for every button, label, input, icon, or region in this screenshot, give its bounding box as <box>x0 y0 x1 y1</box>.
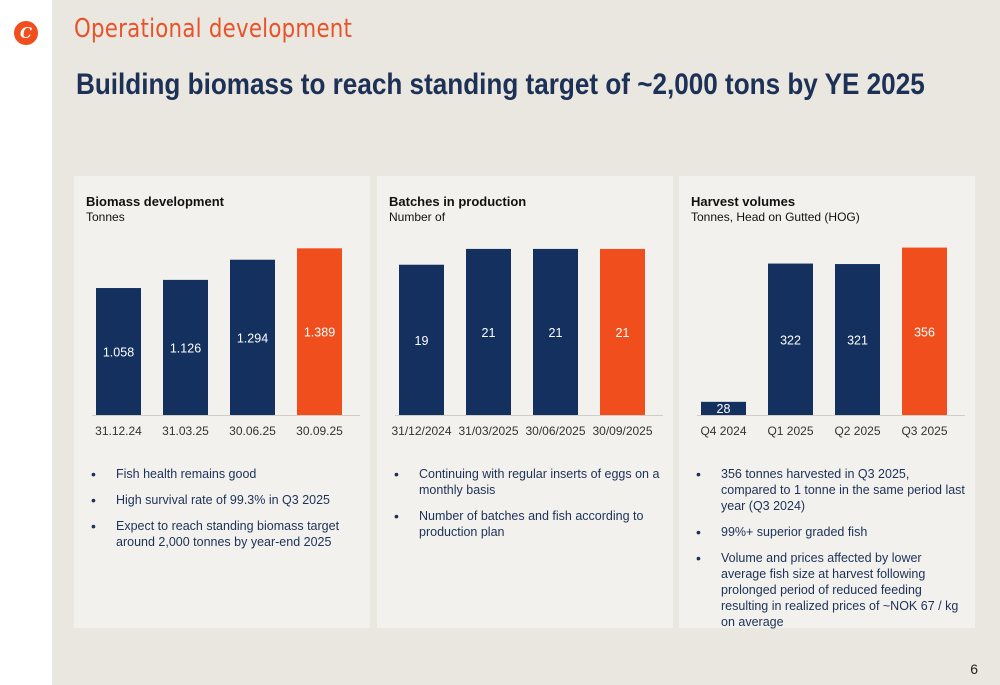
x-tick-label: 31/12/2024 <box>391 424 451 438</box>
batches-panel: Batches in production Number of 19 31/12/… <box>377 176 673 628</box>
data-label: 322 <box>780 333 801 347</box>
bullet-item: Fish health remains good <box>88 466 363 482</box>
x-tick-label: 31/03/2025 <box>458 424 518 438</box>
data-label: 1.294 <box>237 331 268 345</box>
harvest-bar-chart: 28 Q4 2024 322 Q1 2025 321 Q2 2025 356 Q3 2025 <box>697 247 965 438</box>
data-label: 21 <box>616 326 630 340</box>
bar-Q4-2024 <box>701 401 746 415</box>
x-tick-label: 30.09.25 <box>296 424 343 438</box>
bullet-item: Volume and prices affected by lower aver… <box>693 550 968 630</box>
harvest-panel: Harvest volumes Tonnes, Head on Gutted (… <box>679 176 975 629</box>
panel-title: Batches in production <box>389 194 527 209</box>
bar-Q1-2025 <box>768 263 813 415</box>
slide-content: Operational development Building biomass… <box>52 0 1000 685</box>
data-label: 1.389 <box>304 326 335 340</box>
bar-31-12-2024 <box>399 264 444 415</box>
data-label: 19 <box>415 334 429 348</box>
x-tick-label: 30.06.25 <box>229 424 276 438</box>
x-tick-label: 31.03.25 <box>162 424 209 438</box>
bullet-item: 356 tonnes harvested in Q3 2025, compare… <box>693 466 968 514</box>
biomass-bullets: Fish health remains good High survival r… <box>88 466 363 560</box>
bar-31-12-24 <box>96 288 141 415</box>
x-tick-label: 30/09/2025 <box>592 424 652 438</box>
bullet-item: Continuing with regular inserts of eggs … <box>391 466 666 498</box>
panel-title: Harvest volumes <box>691 194 796 209</box>
harvest-bullets: 356 tonnes harvested in Q3 2025, compare… <box>693 466 968 640</box>
bullet-item: High survival rate of 99.3% in Q3 2025 <box>88 492 363 508</box>
panel-subtitle: Tonnes <box>86 210 125 224</box>
x-tick-label: 30/06/2025 <box>525 424 585 438</box>
data-label: 1.126 <box>170 341 201 355</box>
panel-title: Biomass development <box>86 194 224 209</box>
left-margin: C <box>0 0 52 685</box>
x-tick-label: Q4 2024 <box>700 424 746 438</box>
section-title: Operational development <box>74 14 353 44</box>
data-label: 356 <box>914 325 935 339</box>
x-tick-label: 31.12.24 <box>95 424 142 438</box>
bar-30-09-2025 <box>600 248 645 415</box>
data-label: 1.058 <box>103 346 134 360</box>
page-number: 6 <box>970 661 978 677</box>
bullet-item: 99%+ superior graded fish <box>693 524 968 540</box>
bar-30-09-25 <box>297 248 342 415</box>
bullet-item: Number of batches and fish according to … <box>391 508 666 540</box>
data-label: 21 <box>549 326 563 340</box>
data-label: 321 <box>847 334 868 348</box>
data-label: 28 <box>717 402 731 416</box>
bar-30-06-2025 <box>533 248 578 415</box>
x-tick-label: Q1 2025 <box>767 424 813 438</box>
x-tick-label: Q2 2025 <box>834 424 880 438</box>
biomass-bar-chart: 1.058 31.12.24 1.126 31.03.25 1.294 30.06.25 1… <box>92 248 360 438</box>
bullet-item: Expect to reach standing biomass target … <box>88 518 363 550</box>
bar-Q3-2025 <box>902 247 947 415</box>
batches-bullets: Continuing with regular inserts of eggs … <box>391 466 666 550</box>
panel-subtitle: Tonnes, Head on Gutted (HOG) <box>691 210 860 224</box>
biomass-panel: Biomass development Tonnes 1.058 31.12.24… <box>74 176 370 628</box>
bar-Q2-2025 <box>835 264 880 415</box>
company-logo-icon: C <box>14 21 38 45</box>
bar-30-06-25 <box>230 259 275 415</box>
x-tick-label: Q3 2025 <box>901 424 947 438</box>
batches-bar-chart: 19 31/12/2024 21 31/03/2025 21 30/06/2025 21 30… <box>391 248 663 438</box>
bar-31-03-2025 <box>466 248 511 415</box>
page-headline: Building biomass to reach standing targe… <box>76 68 925 101</box>
bar-31-03-25 <box>163 279 208 415</box>
panel-subtitle: Number of <box>389 210 446 224</box>
data-label: 21 <box>482 326 496 340</box>
